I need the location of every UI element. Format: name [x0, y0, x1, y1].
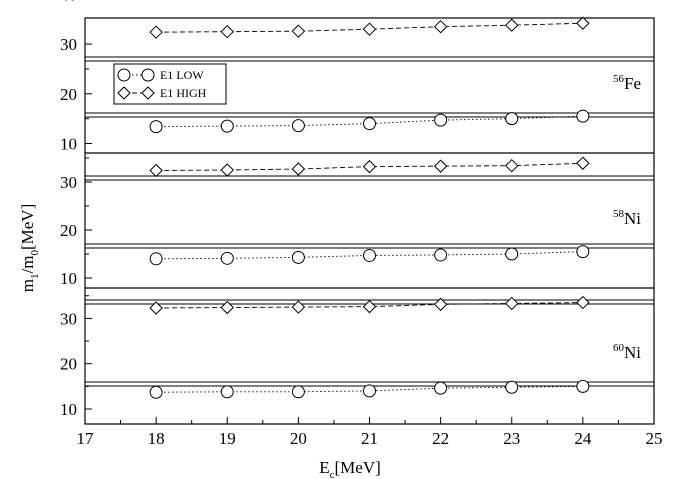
x-tick-label: 21: [361, 429, 378, 448]
low-point: [576, 109, 590, 123]
nucleus-mass: 60: [613, 342, 625, 354]
x-tick-label: 24: [574, 429, 592, 448]
y-axis-label: m1/m0[MeV]: [18, 204, 41, 292]
y-tick-label: 10: [60, 269, 77, 288]
high-point: [291, 162, 306, 176]
y-tick-label: 40: [60, 0, 77, 4]
x-axis-label: Ec[MeV]: [319, 458, 381, 479]
high-point: [291, 300, 306, 314]
low-point: [505, 112, 519, 126]
nucleus-label: 56Fe: [613, 73, 641, 93]
low-point: [149, 120, 163, 134]
high-point: [362, 299, 377, 314]
high-point: [149, 25, 163, 39]
low-point: [576, 245, 590, 259]
x-axis-label-main: E: [319, 458, 329, 477]
high-point: [149, 163, 163, 178]
high-point: [220, 163, 234, 177]
panel-60ni: [149, 295, 590, 399]
low-point: [291, 119, 305, 133]
panel-56fe: [149, 16, 590, 134]
high-point: [576, 156, 590, 170]
legend-marker: [141, 68, 155, 82]
y-tick-label: 10: [60, 400, 77, 419]
low-point: [505, 247, 519, 261]
high-point: [505, 296, 519, 311]
high-point: [362, 22, 377, 36]
low-point: [505, 380, 519, 394]
x-tick-label: 22: [432, 429, 449, 448]
low-point: [220, 119, 234, 133]
legend-label: E1 HIGH: [160, 86, 207, 100]
high-point: [505, 158, 519, 173]
low-point: [434, 248, 448, 262]
x-tick-label: 23: [503, 429, 520, 448]
high-point: [576, 16, 590, 30]
low-point: [291, 385, 305, 399]
y-tick-label: 30: [60, 173, 77, 192]
x-tick-layer: 17 18 19 20 21 22 23 24 25: [77, 417, 663, 448]
y-axis-label-sub1: 1: [29, 273, 41, 279]
series-layer: [149, 16, 590, 399]
nucleus-mass: 58: [613, 208, 625, 220]
x-axis-label-tail: [MeV]: [335, 458, 381, 477]
x-tick-label: 20: [290, 429, 307, 448]
y-axis-label-mid: /m: [18, 256, 37, 274]
x-tick-label: 17: [77, 429, 95, 448]
y-axis-label-sub2: 0: [29, 250, 41, 256]
low-point: [291, 250, 305, 264]
nucleus-label: 60Ni: [613, 342, 641, 362]
low-point: [149, 252, 163, 266]
panel-58ni: [149, 156, 590, 266]
y-tick-label: 20: [60, 85, 77, 104]
high-point: [362, 159, 377, 174]
y-tick-label: 30: [60, 35, 77, 54]
legend-marker: [117, 86, 131, 100]
nucleus-symbol: Ni: [624, 343, 641, 362]
y-tick-label: 20: [60, 355, 77, 374]
legend-label: E1 LOW: [160, 68, 204, 82]
high-point: [220, 24, 234, 39]
low-point: [220, 251, 234, 265]
high-point: [505, 18, 519, 32]
nucleus-label: 58Ni: [613, 208, 641, 228]
high-point: [433, 19, 448, 34]
x-axis-label-sub: c: [330, 469, 335, 479]
high-point: [291, 24, 306, 38]
y-axis-label-tail: [MeV]: [18, 204, 37, 250]
y-tick-label: 10: [60, 135, 77, 154]
low-point: [363, 117, 376, 131]
legend-box: [113, 63, 227, 105]
legend: E1 LOW E1 HIGH: [113, 63, 227, 105]
nucleus-mass: 56: [613, 73, 625, 85]
low-point: [363, 384, 376, 398]
low-point: [434, 113, 448, 127]
x-tick-label: 25: [646, 429, 663, 448]
high-point: [576, 295, 590, 310]
high-point: [433, 159, 448, 173]
low-point: [434, 381, 448, 395]
x-tick-label: 19: [219, 429, 236, 448]
low-point: [220, 385, 234, 399]
high-point: [149, 301, 163, 315]
y-axis-label-main: m: [18, 279, 37, 292]
legend-marker: [141, 86, 155, 100]
high-point: [433, 297, 448, 312]
y-tick-label: 30: [60, 309, 77, 328]
low-point: [363, 248, 376, 262]
legend-marker: [117, 68, 131, 82]
y-tick-label: 20: [60, 221, 77, 240]
nucleus-symbol: Fe: [624, 74, 641, 93]
nucleus-symbol: Ni: [624, 209, 641, 228]
low-point: [149, 385, 163, 399]
y-tick-layer: 10 20 30 40 10 20 30 10 20 30: [60, 0, 92, 419]
low-point: [576, 379, 590, 393]
high-point: [220, 300, 234, 315]
x-tick-label: 18: [148, 429, 165, 448]
